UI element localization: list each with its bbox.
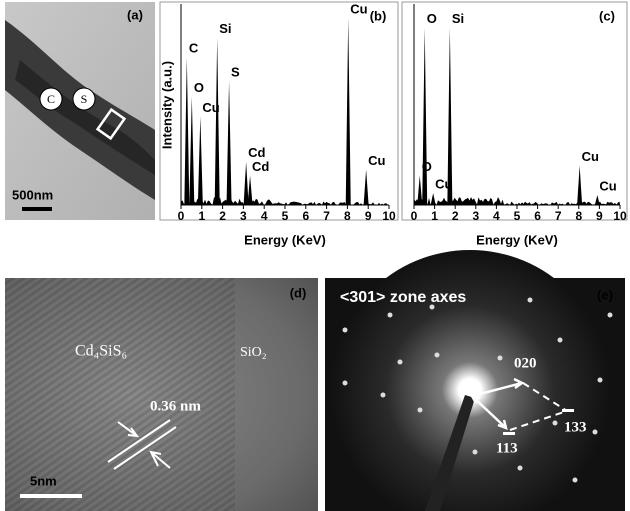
spot-label: 133	[564, 419, 587, 435]
panel-d: Cd₄SiS₆ SiO₂ 0.36 nm (d) 5nm	[5, 278, 318, 511]
x-tick-label: 10	[613, 209, 627, 223]
x-tick-label: 6	[534, 209, 541, 223]
peak-label: Cd	[248, 145, 265, 160]
peak-label: S	[231, 64, 240, 79]
x-tick-label: 8	[575, 209, 582, 223]
peak	[189, 97, 194, 205]
x-tick-label: 8	[344, 209, 351, 223]
peak	[364, 170, 369, 205]
x-tick-label: 1	[198, 209, 205, 223]
x-axis-label: Energy (KeV)	[476, 232, 558, 247]
panel-tag: (c)	[599, 8, 615, 23]
spacing-label: 0.36 nm	[150, 398, 201, 414]
peak	[595, 195, 600, 205]
x-tick-label: 3	[240, 209, 247, 223]
pattern-title: <301> zone axes	[340, 289, 466, 306]
panel-tag: (d)	[290, 285, 307, 300]
peak-label: Cu	[368, 153, 385, 168]
scale-label: 5nm	[30, 473, 57, 488]
x-tick-label: 0	[178, 209, 185, 223]
x-tick-label: 10	[382, 209, 396, 223]
panel-tag: (e)	[597, 287, 613, 302]
x-tick-label: 5	[282, 209, 289, 223]
peak	[346, 18, 351, 205]
peak	[577, 166, 582, 205]
panel-e: <301> zone axes (e) 020 133 113	[325, 250, 625, 511]
figure: C S (a) 500nm Cd₄SiS₆ SiO₂ 0.36 nm (d) 5…	[0, 0, 630, 511]
peak-label: Cu	[599, 179, 616, 194]
background-noise	[414, 197, 620, 205]
region-label: Cd₄SiS₆	[75, 343, 127, 360]
peak	[431, 193, 436, 205]
marker-label: S	[81, 92, 88, 106]
panel-tag: (b)	[370, 8, 387, 23]
x-axis-label: Energy (KeV)	[244, 232, 326, 247]
peak-label: Si	[452, 11, 464, 26]
spot-label: 113	[496, 440, 518, 456]
peak-label: C	[189, 41, 199, 56]
y-axis-label: Intensity (a.u.)	[159, 61, 174, 149]
x-tick-label: 0	[411, 209, 418, 223]
x-tick-label: 5	[514, 209, 521, 223]
peak-label: Cu	[582, 149, 599, 164]
x-tick-label: 4	[261, 209, 268, 223]
peak	[215, 38, 220, 205]
x-tick-label: 9	[596, 209, 603, 223]
region-label: SiO₂	[240, 345, 267, 360]
peak	[184, 57, 189, 205]
x-tick-label: 6	[302, 209, 309, 223]
x-tick-label: 4	[493, 209, 500, 223]
peak-label: Cu	[350, 1, 367, 16]
peak	[198, 116, 203, 205]
background-noise	[181, 197, 389, 205]
x-tick-label: 7	[323, 209, 330, 223]
panel-a: C S (a) 500nm	[5, 2, 155, 220]
peak	[248, 175, 253, 205]
peak	[227, 81, 232, 205]
x-tick-label: 2	[219, 209, 226, 223]
plot-frame	[160, 2, 398, 220]
spot-marker	[562, 409, 574, 412]
x-tick-label: 7	[555, 209, 562, 223]
peak-label: O	[194, 80, 204, 95]
peak	[447, 28, 452, 205]
x-tick-label: 2	[452, 209, 459, 223]
spot-label: 020	[514, 355, 537, 371]
peak-label: Cd	[252, 159, 269, 174]
peak	[422, 28, 427, 205]
scale-label: 500nm	[12, 187, 53, 202]
peak	[244, 162, 249, 205]
peak-label: Si	[219, 21, 231, 36]
x-tick-label: 1	[431, 209, 438, 223]
x-tick-label: 9	[365, 209, 372, 223]
peak-label: O	[427, 11, 437, 26]
panel-tag: (a)	[127, 7, 143, 22]
spot-marker	[503, 432, 515, 435]
marker-label: C	[47, 92, 55, 106]
scale-bar	[20, 494, 82, 498]
peak	[417, 175, 422, 205]
x-tick-label: 3	[472, 209, 479, 223]
scale-bar	[22, 207, 52, 211]
